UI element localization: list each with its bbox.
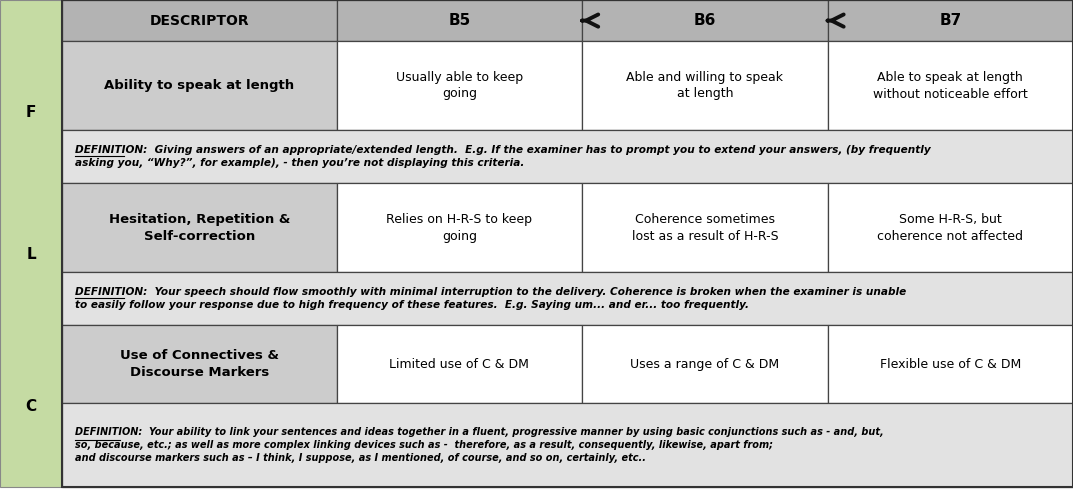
Bar	[827, 325, 1073, 403]
Bar	[62, 130, 1073, 183]
Bar	[62, 403, 1073, 487]
Text: Some H-R-S, but
coherence not affected: Some H-R-S, but coherence not affected	[878, 213, 1024, 243]
Bar	[337, 0, 582, 41]
Text: Limited use of C & DM: Limited use of C & DM	[389, 358, 529, 370]
Text: B7: B7	[939, 13, 961, 28]
Bar	[62, 41, 337, 130]
Text: Usually able to keep
going: Usually able to keep going	[396, 71, 523, 100]
Text: F: F	[26, 105, 36, 120]
Text: Use of Connectives &
Discourse Markers: Use of Connectives & Discourse Markers	[120, 349, 279, 379]
Bar	[337, 41, 582, 130]
Text: DEFINITION:  Your speech should flow smoothly with minimal interruption to the d: DEFINITION: Your speech should flow smoo…	[75, 287, 907, 311]
Bar	[827, 0, 1073, 41]
Text: Uses a range of C & DM: Uses a range of C & DM	[630, 358, 779, 370]
Bar	[827, 183, 1073, 272]
Bar	[337, 183, 582, 272]
Text: Coherence sometimes
lost as a result of H-R-S: Coherence sometimes lost as a result of …	[632, 213, 778, 243]
Bar	[62, 272, 1073, 325]
Text: B5: B5	[449, 13, 470, 28]
Bar	[582, 325, 827, 403]
Text: B6: B6	[693, 13, 716, 28]
Bar	[827, 41, 1073, 130]
Bar	[337, 325, 582, 403]
Text: DESCRIPTOR: DESCRIPTOR	[149, 14, 249, 27]
Text: Flexible use of C & DM: Flexible use of C & DM	[880, 358, 1020, 370]
Text: DEFINITION:  Your ability to link your sentences and ideas together in a fluent,: DEFINITION: Your ability to link your se…	[75, 427, 884, 463]
Bar	[582, 41, 827, 130]
Text: Hesitation, Repetition &
Self-correction: Hesitation, Repetition & Self-correction	[108, 213, 290, 243]
Text: Able to speak at length
without noticeable effort: Able to speak at length without noticeab…	[873, 71, 1028, 100]
Bar	[0, 0, 62, 487]
Text: L: L	[27, 247, 35, 262]
Text: Ability to speak at length: Ability to speak at length	[104, 79, 294, 92]
Text: DEFINITION:  Giving answers of an appropriate/extended length.  E.g. If the exam: DEFINITION: Giving answers of an appropr…	[75, 145, 931, 169]
Bar	[582, 183, 827, 272]
Text: Able and willing to speak
at length: Able and willing to speak at length	[627, 71, 783, 100]
Text: Relies on H-R-S to keep
going: Relies on H-R-S to keep going	[386, 213, 532, 243]
Bar	[62, 0, 337, 41]
Bar	[62, 183, 337, 272]
Bar	[582, 0, 827, 41]
Text: C: C	[26, 399, 36, 414]
Bar	[62, 325, 337, 403]
